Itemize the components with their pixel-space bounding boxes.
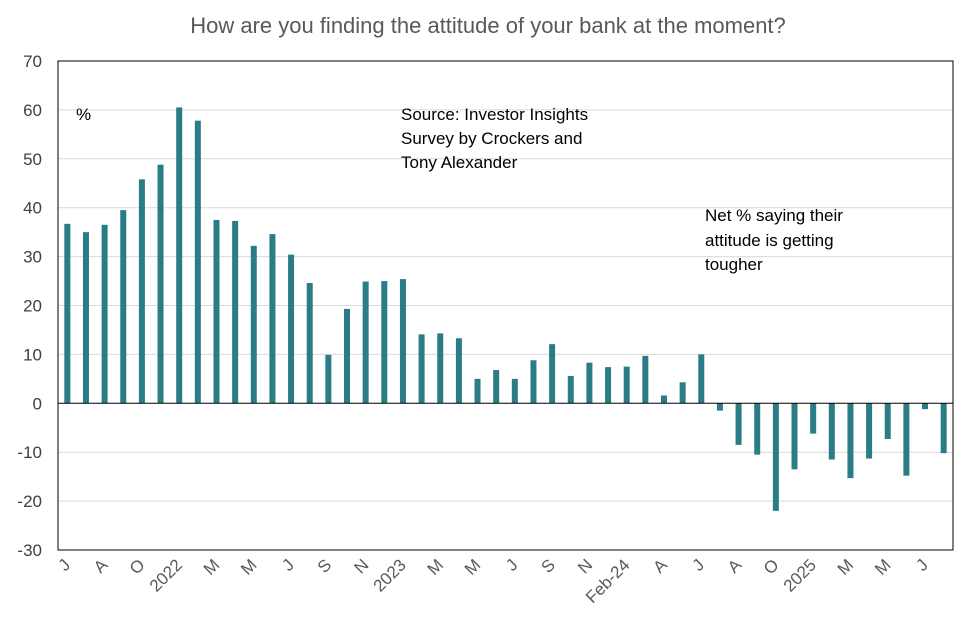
bar (660, 395, 667, 404)
bar (325, 354, 332, 404)
bar (847, 403, 854, 479)
bar (232, 220, 239, 404)
x-tick-label: A (724, 555, 746, 577)
bar (418, 334, 425, 404)
x-tick-label: N (574, 555, 596, 577)
x-tick-label: S (537, 555, 558, 576)
unit-label: % (76, 105, 91, 124)
bar (586, 362, 593, 404)
x-tick-label: 2023 (370, 555, 410, 595)
bar (399, 279, 406, 404)
chart-title: How are you finding the attitude of your… (190, 13, 786, 38)
bar (101, 224, 108, 404)
bar (642, 355, 649, 404)
x-tick-label: O (126, 555, 149, 578)
gridlines (58, 109, 953, 502)
bar (194, 120, 201, 404)
y-tick-label: 50 (23, 150, 42, 169)
source-note-line-2: Survey by Crockers and (401, 129, 582, 148)
bar (549, 344, 556, 404)
y-axis-ticks: -30 -20 -10 0 10 20 30 40 50 60 70 (17, 52, 42, 560)
x-tick-label: N (350, 555, 372, 577)
x-tick-label: M (237, 555, 260, 578)
bar (120, 210, 127, 404)
bar (791, 403, 798, 470)
series-note-line-1: Net % saying their (705, 206, 843, 225)
x-tick-label: M (461, 555, 484, 578)
y-tick-label: -10 (17, 443, 42, 462)
y-tick-label: 30 (23, 248, 42, 267)
source-note-line-1: Source: Investor Insights (401, 105, 588, 124)
x-tick-label: J (502, 555, 521, 574)
x-tick-label: O (760, 555, 783, 578)
bar (437, 333, 444, 404)
x-tick-label: J (278, 555, 297, 574)
bar (474, 378, 481, 404)
x-tick-label: A (649, 555, 671, 577)
bar (381, 281, 388, 404)
source-note-line-3: Tony Alexander (401, 153, 518, 172)
x-tick-label: M (424, 555, 447, 578)
bar (735, 403, 742, 445)
bar (828, 403, 835, 460)
bar (940, 403, 947, 454)
bar (269, 234, 276, 404)
bar (213, 219, 220, 404)
x-tick-label: J (55, 555, 74, 574)
bar (884, 403, 891, 439)
y-tick-label: -20 (17, 492, 42, 511)
y-tick-label: 60 (23, 101, 42, 120)
bar (903, 403, 910, 476)
x-tick-label: A (90, 555, 112, 577)
x-tick-label: M (200, 555, 223, 578)
y-tick-label: 10 (23, 345, 42, 364)
x-tick-label: J (689, 555, 708, 574)
bar (176, 107, 183, 404)
series-note-line-3: tougher (705, 255, 763, 274)
bar (567, 375, 574, 404)
bars (64, 107, 947, 511)
x-tick-label: M (871, 555, 894, 578)
series-note-line-2: attitude is getting (705, 231, 834, 250)
bar (455, 338, 462, 404)
bar (250, 245, 257, 404)
bar (493, 370, 500, 404)
bar (511, 378, 518, 404)
y-tick-label: 20 (23, 297, 42, 316)
bar (530, 360, 537, 404)
bar (922, 403, 929, 410)
y-tick-label: 70 (23, 52, 42, 71)
bar (698, 354, 705, 404)
x-tick-label: S (314, 555, 335, 576)
bar (772, 403, 779, 511)
bar (288, 254, 295, 404)
bar (362, 281, 369, 404)
bar (623, 366, 630, 404)
y-tick-label: -30 (17, 541, 42, 560)
bar (605, 367, 612, 404)
x-tick-label: J (912, 555, 931, 574)
x-tick-label: 2025 (780, 555, 820, 595)
bar (306, 283, 313, 404)
bar (754, 403, 761, 455)
bar (866, 403, 873, 459)
bar (716, 403, 723, 411)
bar (64, 223, 71, 404)
y-tick-label: 40 (23, 199, 42, 218)
bar (810, 403, 817, 434)
x-tick-label: M (834, 555, 857, 578)
plot-frame (57, 60, 954, 551)
bar (82, 232, 89, 404)
bar (344, 308, 351, 404)
bar (138, 179, 145, 404)
bar (157, 164, 164, 404)
y-tick-label: 0 (33, 394, 42, 413)
bar (679, 382, 686, 404)
x-tick-label: 2022 (146, 555, 186, 595)
